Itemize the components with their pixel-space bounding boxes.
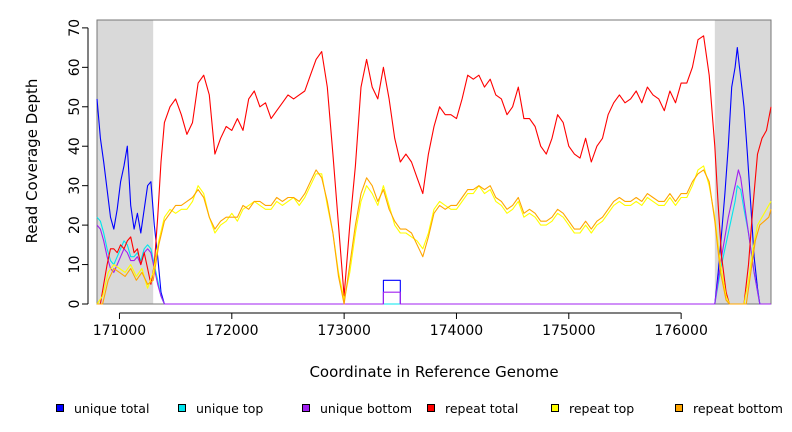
x-axis: 171000 172000 173000 174000 175000 176000 [93,312,708,339]
legend-label: unique total [74,400,150,416]
legend-item-repeat-total: repeat total [427,400,518,416]
legend-label: repeat total [445,400,519,416]
series-repeat-total [97,35,772,305]
legend-label: unique bottom [320,400,413,416]
legend-item-unique-total: unique total [56,400,149,416]
y-tick-label: 30 [67,177,83,195]
legend-swatch [178,404,186,412]
series-repeat-bottom [97,169,772,305]
legend-swatch [302,404,310,412]
x-tick-label: 171000 [93,323,146,339]
y-tick-label: 0 [67,300,83,309]
legend-swatch [551,404,559,412]
series-repeat-top [96,165,772,305]
shaded-regions [97,20,771,304]
series-unique-top [96,185,771,305]
legend-swatch [427,404,435,412]
x-axis-label: Coordinate in Reference Genome [309,363,558,381]
legend-item-unique-bottom: unique bottom [302,400,412,416]
x-tick-label: 176000 [654,323,707,339]
legend-item-repeat-top: repeat top [551,400,634,416]
legend-item-unique-top: unique top [178,400,263,416]
x-tick-label: 175000 [542,323,595,339]
y-tick-label: 60 [67,58,83,76]
plot-frame [96,19,772,305]
legend-swatch [56,404,64,412]
series-lines [96,35,772,305]
legend-label: repeat bottom [693,400,783,416]
y-tick-label: 50 [67,98,83,116]
legend-swatch [675,404,683,412]
x-tick-label: 172000 [205,323,258,339]
y-axis-label: Read Coverage Depth [23,79,41,244]
y-tick-label: 70 [67,19,83,37]
legend: unique total unique top unique bottom repea… [0,400,792,420]
legend-label: repeat top [569,400,635,416]
shaded-region-1 [714,20,771,304]
y-axis: 0 10 20 30 40 50 60 70 [67,19,89,309]
x-tick-label: 173000 [317,323,370,339]
y-tick-label: 10 [67,256,83,274]
legend-label: unique top [196,400,264,416]
legend-item-repeat-bottom: repeat bottom [675,400,783,416]
y-tick-label: 20 [67,216,83,234]
x-tick-label: 174000 [430,323,483,339]
y-tick-label: 40 [67,137,83,155]
